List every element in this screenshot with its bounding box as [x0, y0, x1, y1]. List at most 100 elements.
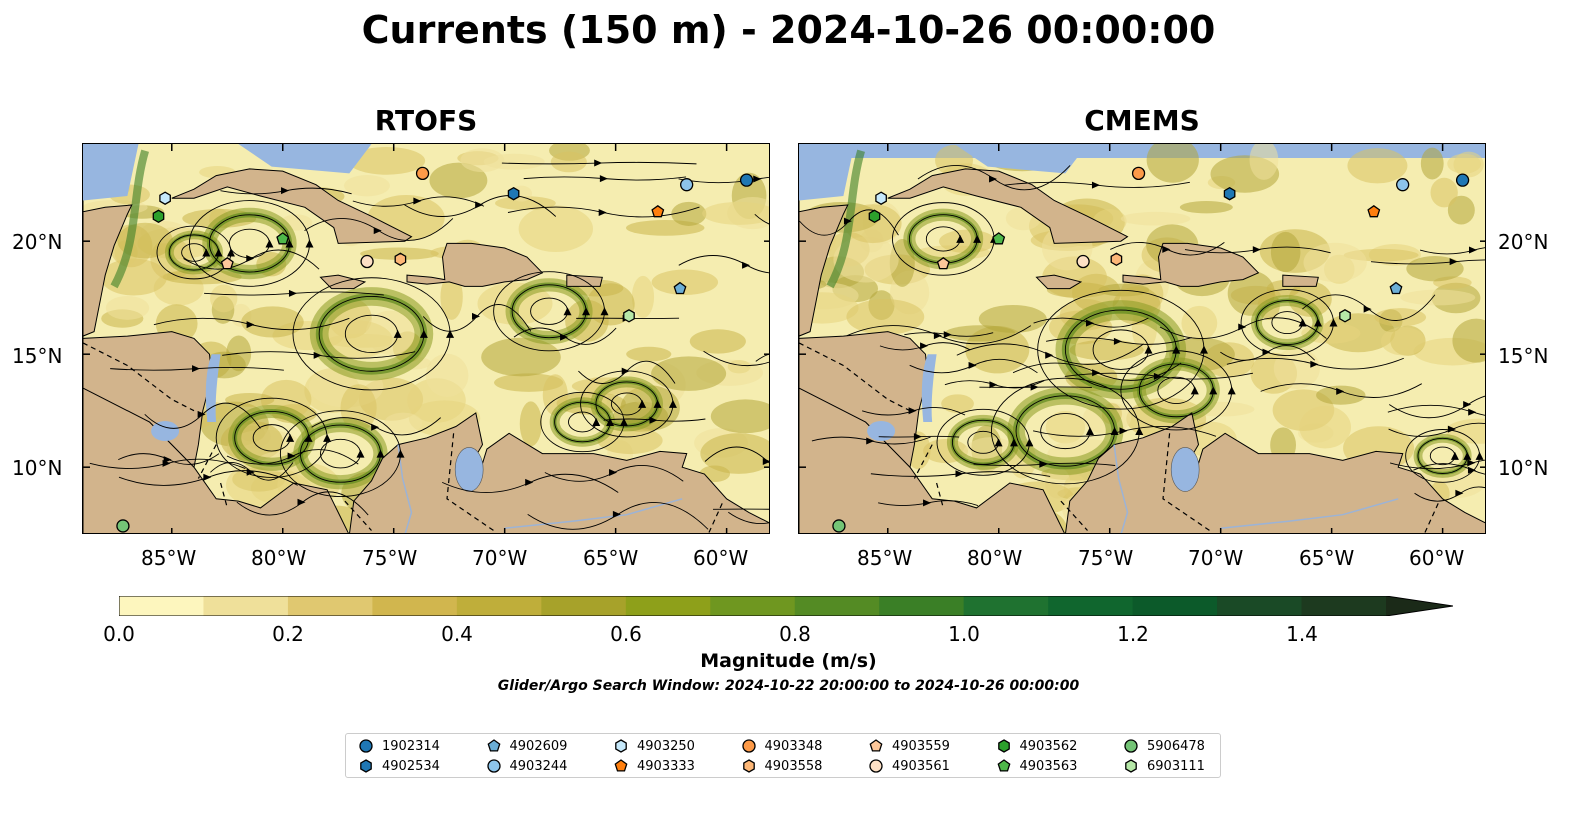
colorbar: [119, 596, 1453, 616]
legend-marker: [487, 739, 500, 752]
streamline-arrow: [1091, 181, 1100, 189]
circle-marker-icon: [741, 739, 756, 753]
land-mass: [1122, 242, 1260, 287]
hexagon-marker-icon: [615, 739, 627, 753]
float-marker: [680, 178, 694, 192]
speed-patch: [935, 144, 974, 176]
speed-patch: [495, 196, 556, 211]
speed-patch: [519, 401, 542, 447]
speed-patch: [1380, 326, 1426, 356]
x-tick-label: 85°W: [141, 546, 197, 570]
country-border: [1162, 433, 1210, 531]
float-marker: [360, 254, 374, 269]
legend-marker: [741, 739, 756, 753]
legend-item: 4903561: [868, 757, 950, 775]
streamline-arrow: [933, 332, 942, 340]
colorbar-segment: [710, 596, 796, 616]
colorbar-title: Magnitude (m/s): [700, 650, 877, 672]
x-tick-label: 75°W: [1078, 546, 1134, 570]
streamline-arrow: [1238, 323, 1247, 331]
speed-patch: [651, 356, 727, 391]
legend-label: 4902609: [509, 738, 568, 754]
streamline-arrow: [968, 361, 977, 369]
streamline-arrow: [246, 321, 255, 329]
land-mass: [1065, 412, 1485, 533]
bahamas-shelf: [954, 144, 1088, 174]
float-marker: [394, 252, 407, 267]
streamline-arrow: [943, 331, 952, 339]
float-marker: [1076, 254, 1090, 269]
legend-marker: [360, 759, 372, 773]
colorbar-extend-arrow: [1386, 596, 1453, 616]
speed-patch: [518, 205, 594, 252]
float-marker: [507, 186, 520, 201]
streamline-arrow: [1336, 387, 1345, 395]
streamline-arrow: [1162, 245, 1171, 253]
float-marker: [1455, 173, 1470, 187]
circle-marker-icon: [359, 739, 373, 753]
streamline-arrow: [297, 498, 306, 506]
gulf-water: [83, 144, 139, 201]
hexagon-marker-icon: [997, 739, 1010, 753]
map-rtofs: [82, 143, 770, 534]
streamline-arrow: [393, 329, 402, 338]
y-tick-label-right: 15°N: [1498, 344, 1549, 368]
streamline-arrow: [203, 473, 212, 481]
streamline-arrow: [202, 248, 211, 257]
streamline-arrow: [913, 433, 922, 441]
float-marker: [276, 232, 290, 245]
speed-patch: [162, 269, 242, 285]
float-marker: [739, 173, 754, 187]
map-canvas: [83, 144, 769, 533]
streamline-arrow: [594, 159, 603, 167]
streamline-arrow: [1190, 386, 1199, 395]
streamline-arrow: [1469, 246, 1478, 254]
speed-patch: [626, 346, 672, 362]
speed-patch: [702, 201, 769, 225]
country-border: [936, 482, 944, 509]
legend-item: 4903562: [996, 737, 1077, 755]
y-tick-label-left: 20°N: [12, 230, 63, 254]
streamline-arrow: [1475, 451, 1484, 460]
speed-patch: [1316, 385, 1366, 405]
country-border: [83, 342, 195, 412]
x-tick-label: 80°W: [967, 546, 1023, 570]
land-mass: [406, 242, 544, 287]
float-legend: 1902314 4902534 4902609 4903244 4903250 49033…: [345, 733, 1221, 778]
speed-patch: [1181, 305, 1218, 341]
speed-patch: [1347, 148, 1408, 184]
streamline-arrow: [582, 307, 591, 316]
speed-patch: [651, 269, 719, 295]
streamline-arrow: [525, 478, 534, 486]
speed-patch: [1447, 153, 1482, 174]
legend-item: 4903558: [741, 757, 822, 775]
speed-patch: [550, 151, 587, 173]
streamline-arrow: [653, 399, 662, 408]
speed-patch: [700, 433, 769, 474]
speed-patch: [1303, 242, 1367, 283]
float-marker: [152, 209, 165, 224]
streamline-arrow: [1363, 305, 1372, 313]
lake-maracaibo: [454, 447, 484, 492]
speed-patch: [833, 236, 899, 283]
streamline-arrow: [371, 423, 380, 431]
y-tick-label-right: 20°N: [1498, 230, 1549, 254]
legend-marker: [869, 759, 883, 773]
legend-label: 4903559: [892, 738, 950, 754]
search-window-note: Glider/Argo Search Window: 2024-10-22 20…: [497, 678, 1080, 694]
colorbar-tick-label: 1.4: [1286, 622, 1318, 646]
hexagon-marker-icon: [360, 759, 372, 773]
speed-patch: [483, 153, 545, 170]
legend-label: 1902314: [382, 738, 440, 754]
streamline-arrow: [1199, 345, 1208, 354]
streamline-arrow: [1045, 351, 1054, 359]
legend-label: 6903111: [1147, 758, 1205, 774]
streamline-arrow: [1113, 337, 1122, 345]
x-tick-label: 75°W: [362, 546, 418, 570]
streamline-arrow: [908, 407, 917, 415]
streamline-arrow: [288, 289, 297, 297]
speed-patch: [1447, 195, 1475, 225]
streamline-arrow: [989, 381, 998, 389]
legend-marker: [359, 739, 373, 753]
legend-item: 4903333: [613, 757, 695, 775]
